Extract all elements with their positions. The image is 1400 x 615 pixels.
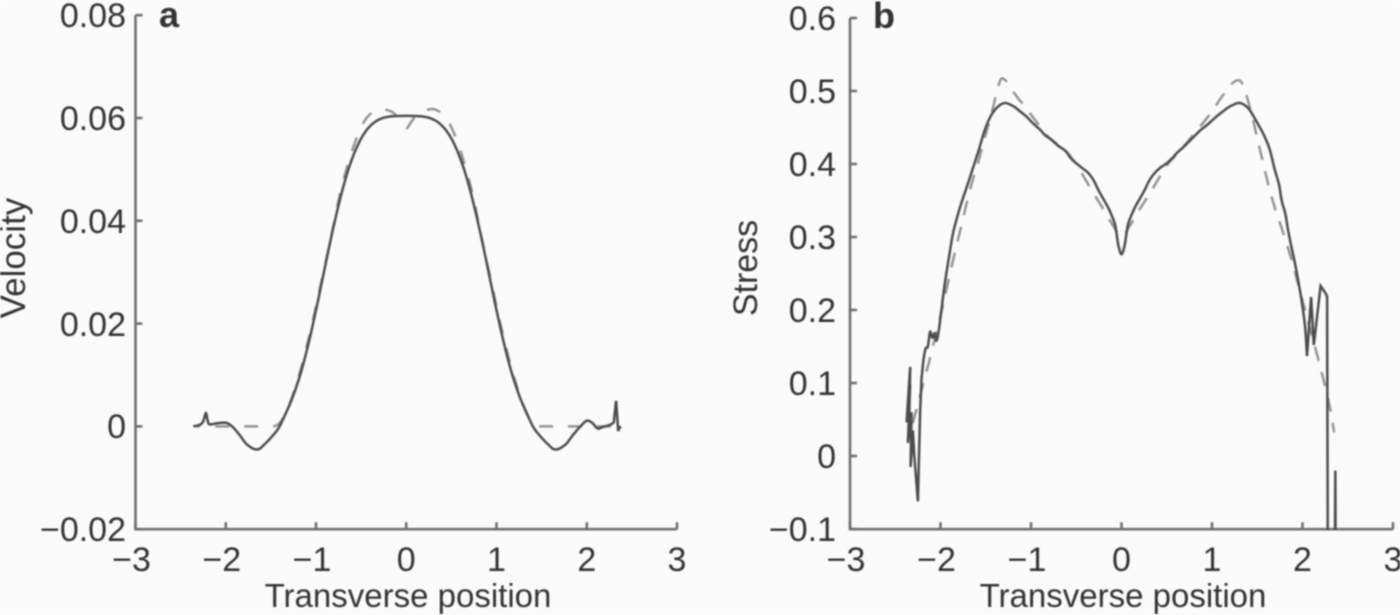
svg-text:−0.02: −0.02: [40, 511, 126, 549]
svg-text:0.06: 0.06: [60, 100, 126, 138]
svg-text:0.1: 0.1: [789, 365, 836, 403]
svg-text:−1: −1: [293, 541, 332, 579]
svg-text:0: 0: [397, 541, 416, 579]
svg-text:−3: −3: [827, 541, 866, 579]
svg-text:0: 0: [1112, 541, 1131, 579]
svg-text:2: 2: [1293, 541, 1312, 579]
svg-text:Transverse position: Transverse position: [265, 577, 552, 614]
svg-text:0.02: 0.02: [60, 306, 126, 344]
svg-text:a: a: [159, 0, 180, 35]
svg-text:b: b: [873, 0, 895, 36]
svg-text:0.5: 0.5: [789, 73, 836, 111]
svg-text:Stress: Stress: [727, 220, 765, 316]
svg-text:3: 3: [668, 541, 687, 579]
svg-text:−1: −1: [1008, 541, 1047, 579]
svg-text:3: 3: [1384, 541, 1400, 579]
svg-text:0.2: 0.2: [789, 292, 836, 330]
svg-text:−2: −2: [917, 541, 956, 579]
svg-text:0.6: 0.6: [789, 0, 836, 38]
svg-text:1: 1: [1203, 541, 1222, 579]
svg-text:−3: −3: [112, 541, 151, 579]
svg-text:0: 0: [817, 438, 836, 476]
svg-text:1: 1: [487, 541, 506, 579]
svg-text:Velocity: Velocity: [0, 197, 33, 318]
svg-text:2: 2: [577, 541, 596, 579]
svg-text:0: 0: [107, 408, 126, 446]
svg-text:0.4: 0.4: [789, 146, 836, 184]
svg-text:0.3: 0.3: [789, 219, 836, 257]
svg-text:Transverse position: Transverse position: [980, 577, 1267, 614]
svg-text:0.04: 0.04: [60, 203, 126, 241]
svg-text:−2: −2: [202, 541, 241, 579]
svg-text:0.08: 0.08: [60, 0, 126, 35]
svg-text:−0.1: −0.1: [769, 511, 836, 549]
